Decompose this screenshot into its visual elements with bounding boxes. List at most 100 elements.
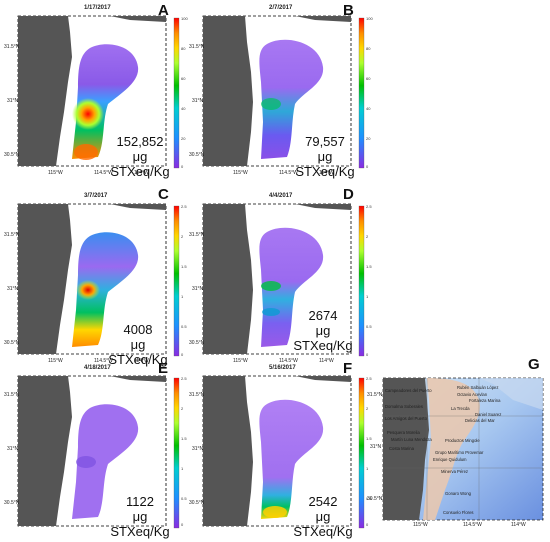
colorbar-tick: 2.5 xyxy=(366,204,372,209)
colorbar-tick: 40 xyxy=(366,106,371,111)
site-label: La Trecda xyxy=(451,406,470,411)
x-axis-label: 114.5°W xyxy=(94,358,113,364)
y-axis-label: 30.5°N xyxy=(189,500,205,506)
colorbar-tick: 80 xyxy=(181,46,186,51)
site-label: Fortaleza Marina xyxy=(469,398,501,403)
x-axis-label: 115°W xyxy=(233,358,248,364)
toxin-value-number: 152,852 xyxy=(116,134,164,149)
toxin-value-number: 2542 xyxy=(308,494,338,509)
colorbar-tick: 0.5 xyxy=(181,496,187,501)
site-label: Pesquera Morelia xyxy=(387,430,420,435)
toxin-unit: μg STXeq/Kg xyxy=(110,149,170,179)
colorbar-tick: 2 xyxy=(181,406,184,411)
colorbar-tick: 2 xyxy=(181,234,184,239)
site-label: Martín Luna Mendoza xyxy=(391,437,432,442)
x-axis-label: 114°W xyxy=(319,358,334,364)
y-axis-label: 31.5°N xyxy=(367,392,383,398)
panel-date: 1/17/2017 xyxy=(84,5,111,11)
y-axis-label: 30.5°N xyxy=(4,340,20,346)
toxin-value: 2542 μg STXeq/Kg xyxy=(287,494,359,539)
site-label: Delicias del Mar xyxy=(465,418,495,423)
site-label: Costa Marina xyxy=(389,446,414,451)
map-canvas xyxy=(202,375,365,529)
y-axis-label: 30.5°N xyxy=(4,500,20,506)
colorbar-tick: 1.5 xyxy=(181,264,187,269)
y-axis-label: 31°N xyxy=(192,98,204,104)
y-axis-label: 30.5°N xyxy=(189,152,205,158)
x-axis-label: 114°W xyxy=(134,170,149,176)
colorbar-tick: 1.5 xyxy=(366,264,372,269)
map-panel-f: 5/16/2017 F 2.5 2 1.5 1 0.5 0 31.5°N 31°… xyxy=(189,360,372,542)
site-label: Consuelo Flores xyxy=(443,510,474,515)
x-axis-label: 114°W xyxy=(511,522,526,528)
panel-date: 4/4/2017 xyxy=(269,193,293,199)
toxin-unit: μg STXeq/Kg xyxy=(293,323,353,353)
x-axis-label: 114°W xyxy=(319,170,334,176)
site-label: Daniel Suarez xyxy=(475,412,502,417)
colorbar-tick: 60 xyxy=(181,76,186,81)
colorbar-tick: 80 xyxy=(366,46,371,51)
panel-date: 3/7/2017 xyxy=(84,193,108,199)
toxin-value: 1122 μg STXeq/Kg xyxy=(106,494,174,539)
colorbar-tick: 100 xyxy=(366,16,373,21)
x-axis-label: 115°W xyxy=(413,522,428,528)
panel-letter: A xyxy=(158,2,169,19)
x-axis-label: 114.5°W xyxy=(463,522,482,528)
toxin-value-number: 2674 xyxy=(308,308,338,323)
colorbar-tick: 1 xyxy=(181,466,184,471)
y-axis-label: 30.5°N xyxy=(367,496,383,502)
colorbar-tick: 40 xyxy=(181,106,186,111)
toxin-unit: μg STXeq/Kg xyxy=(108,337,168,367)
panel-date: 2/7/2017 xyxy=(269,5,293,11)
panel-letter: E xyxy=(158,360,169,377)
colorbar-tick: 1.5 xyxy=(181,436,187,441)
map-canvas xyxy=(17,203,180,357)
colorbar-tick: 2 xyxy=(366,406,369,411)
toxin-unit: μg STXeq/Kg xyxy=(110,509,170,539)
colorbar-tick: 0.5 xyxy=(181,324,187,329)
map-panel-e: 4/18/2017 E 2.5 2 1.5 1 0.5 0 31.5°N 31°… xyxy=(4,360,187,542)
panel-date: 4/18/2017 xyxy=(84,365,111,371)
toxin-value-number: 1122 xyxy=(126,494,154,509)
map-panel-b: 2/7/2017 B 100 80 60 40 20 0 31.5°N 31°N… xyxy=(189,2,373,182)
x-axis-label: 115°W xyxy=(233,170,248,176)
site-label: Domalma Soberales xyxy=(385,404,423,409)
colorbar-tick: 1 xyxy=(366,466,369,471)
toxin-unit: μg STXeq/Kg xyxy=(293,509,353,539)
map-canvas xyxy=(202,15,365,169)
panel-letter: C xyxy=(158,186,169,203)
x-axis-label: 114.5°W xyxy=(279,358,298,364)
site-label: Gonaro Wong xyxy=(445,491,471,496)
x-axis-label: 114°W xyxy=(134,358,149,364)
map-panel-a: 1/17/2017 A 100 80 xyxy=(4,2,188,182)
y-axis-label: 31°N xyxy=(7,286,19,292)
colorbar-tick: 2.5 xyxy=(366,376,372,381)
colorbar-tick: 1 xyxy=(181,294,184,299)
colorbar-tick: 0 xyxy=(366,164,369,169)
colorbar-tick: 0 xyxy=(366,522,369,527)
panel-letter: G xyxy=(528,356,540,373)
panel-letter: D xyxy=(343,186,354,203)
colorbar-tick: 1 xyxy=(366,294,369,299)
colorbar-tick: 0.5 xyxy=(366,324,372,329)
map-canvas xyxy=(17,15,180,169)
y-axis-label: 31.5°N xyxy=(4,44,20,50)
y-axis-label: 31.5°N xyxy=(189,44,205,50)
colorbar-tick: 0 xyxy=(181,352,184,357)
site-label: Productos Mingole xyxy=(445,438,480,443)
y-axis-label: 30.5°N xyxy=(189,340,205,346)
site-label: Grupo Marítimo Provemar xyxy=(435,450,484,455)
map-canvas xyxy=(17,375,180,529)
y-axis-label: 31°N xyxy=(370,444,382,450)
toxin-value-number: 79,557 xyxy=(305,134,345,149)
site-label: Los Amigos del Puerto xyxy=(385,416,427,421)
y-axis-label: 31.5°N xyxy=(189,392,205,398)
x-axis-label: 115°W xyxy=(48,170,63,176)
x-axis-label: 114.5°W xyxy=(94,170,113,176)
y-axis-label: 30.5°N xyxy=(4,152,20,158)
toxin-value-number: 4008 xyxy=(123,322,153,337)
y-axis-label: 31°N xyxy=(7,446,19,452)
colorbar-tick: 60 xyxy=(366,76,371,81)
map-canvas xyxy=(202,203,365,357)
x-axis-label: 114.5°W xyxy=(279,170,298,176)
